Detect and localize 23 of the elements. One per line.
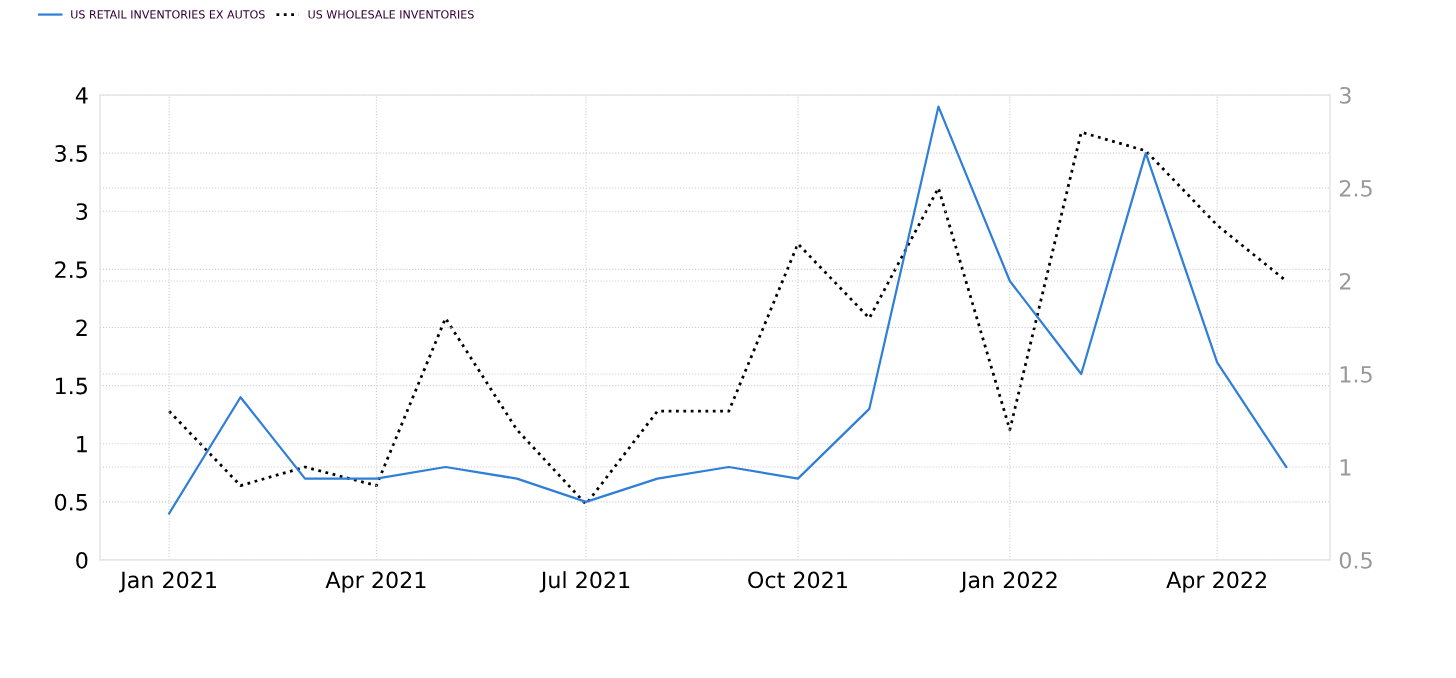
y-tick-label: 2 [76, 319, 87, 336]
y-tick-label: 1 [77, 435, 87, 453]
y-tick-label: 4 [75, 87, 88, 104]
legend-label: US RETAIL INVENTORIES EX AUTOS [71, 10, 265, 19]
y2-tick-label: 1.5 [1340, 366, 1372, 383]
y2-tick-label: 2.5 [1339, 179, 1372, 197]
x-tick-label: Oct 2021 [748, 571, 847, 589]
y2-tick-label: 3 [1340, 86, 1351, 104]
x-tick-label: Jan 2022 [959, 571, 1057, 593]
x-tick-label: Apr 2022 [1166, 571, 1266, 593]
x-tick-label: Apr 2021 [325, 571, 426, 593]
x-tick-label: Jan 2021 [119, 571, 216, 593]
y2-tick-label: 0.5 [1339, 551, 1372, 569]
x-tick-label: Jul 2021 [539, 571, 630, 593]
y-tick-label: 1.5 [55, 377, 87, 395]
legend-label: US WHOLESALE INVENTORIES [308, 10, 474, 19]
y-tick-label: 0.5 [55, 493, 87, 511]
y-tick-label: 3.5 [55, 145, 87, 162]
y2-tick-label: 1 [1340, 459, 1351, 476]
y-tick-label: 3 [76, 203, 88, 221]
y-tick-label: 0 [76, 551, 88, 569]
y2-tick-label: 2 [1339, 272, 1351, 290]
y-tick-label: 2.5 [55, 261, 87, 279]
